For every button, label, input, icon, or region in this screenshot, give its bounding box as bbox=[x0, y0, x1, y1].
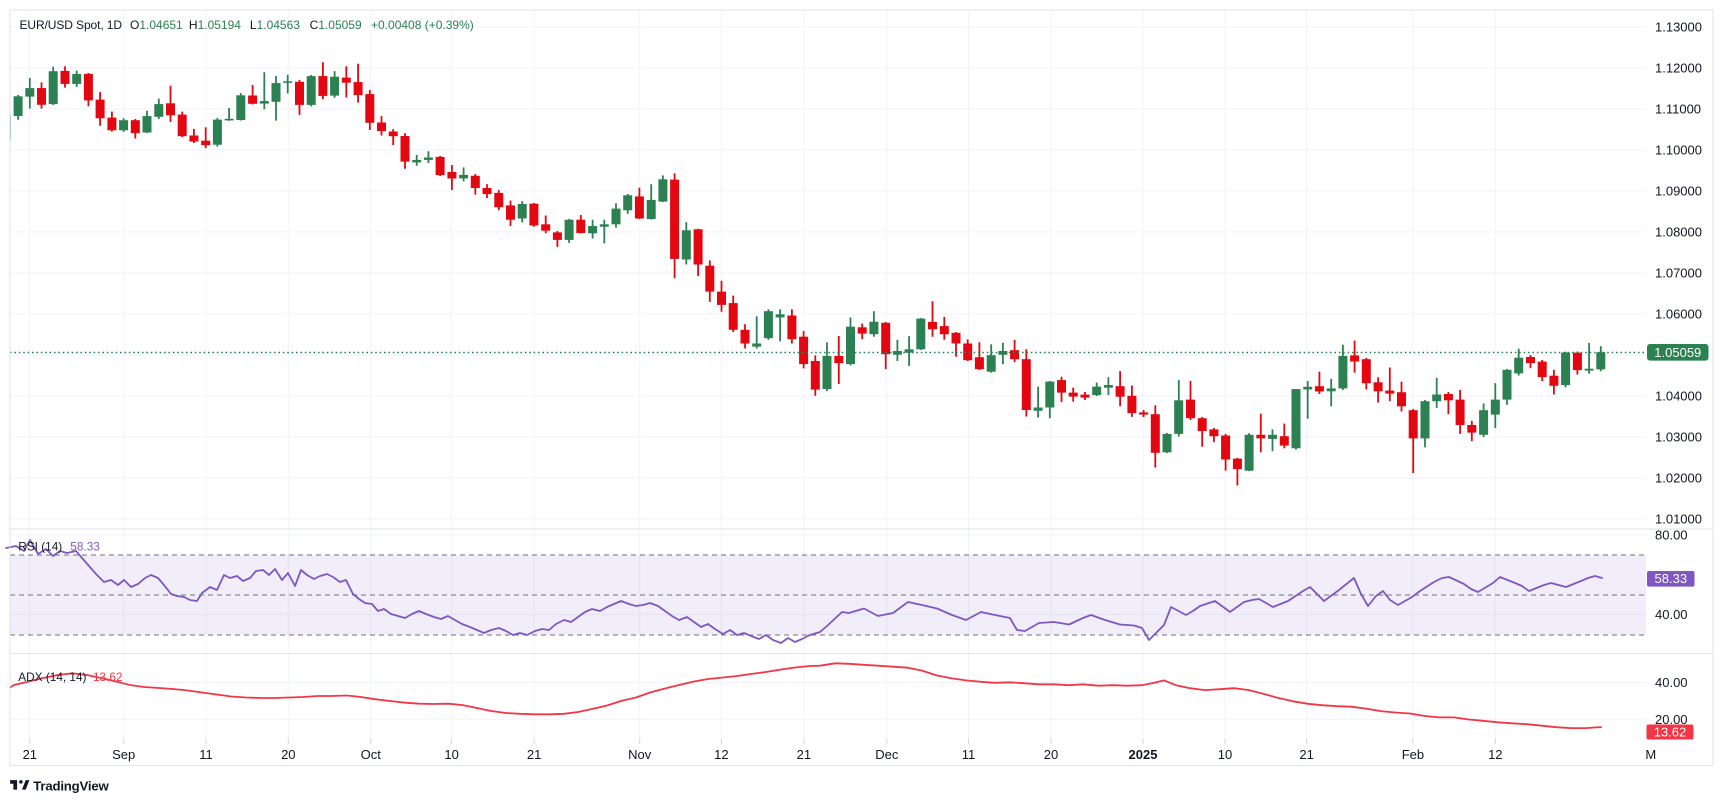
svg-text:2025: 2025 bbox=[1129, 747, 1158, 762]
svg-text:TradingView: TradingView bbox=[33, 778, 109, 793]
svg-text:20: 20 bbox=[281, 747, 295, 762]
svg-text:M: M bbox=[1645, 747, 1656, 762]
svg-text:L1.04563: L1.04563 bbox=[250, 18, 300, 32]
svg-text:21: 21 bbox=[23, 747, 37, 762]
svg-text:1.05059: 1.05059 bbox=[1654, 345, 1701, 360]
svg-text:58.33: 58.33 bbox=[70, 540, 100, 554]
svg-text:1.06000: 1.06000 bbox=[1655, 306, 1702, 321]
svg-text:1.07000: 1.07000 bbox=[1655, 265, 1702, 280]
svg-text:H1.05194: H1.05194 bbox=[189, 18, 241, 32]
svg-text:1.11000: 1.11000 bbox=[1655, 101, 1701, 116]
svg-text:RSI (14): RSI (14) bbox=[18, 540, 62, 554]
svg-text:21: 21 bbox=[527, 747, 541, 762]
svg-text:12: 12 bbox=[1488, 747, 1502, 762]
svg-text:1.08000: 1.08000 bbox=[1655, 224, 1702, 239]
svg-text:10: 10 bbox=[444, 747, 458, 762]
svg-text:13.62: 13.62 bbox=[93, 670, 123, 684]
svg-text:Nov: Nov bbox=[628, 747, 652, 762]
svg-text:80.00: 80.00 bbox=[1655, 527, 1688, 542]
svg-text:11: 11 bbox=[962, 747, 976, 762]
svg-text:EUR/USD Spot, 1D: EUR/USD Spot, 1D bbox=[20, 18, 123, 32]
svg-text:20: 20 bbox=[1044, 747, 1058, 762]
svg-text:1.03000: 1.03000 bbox=[1655, 429, 1702, 444]
svg-text:20.00: 20.00 bbox=[1655, 712, 1688, 727]
svg-text:O1.04651: O1.04651 bbox=[130, 18, 183, 32]
svg-text:1.10000: 1.10000 bbox=[1655, 142, 1702, 157]
svg-text:C1.05059: C1.05059 bbox=[310, 18, 362, 32]
svg-text:Feb: Feb bbox=[1402, 747, 1424, 762]
svg-text:1.04000: 1.04000 bbox=[1655, 388, 1702, 403]
svg-text:10: 10 bbox=[1218, 747, 1232, 762]
svg-text:58.33: 58.33 bbox=[1655, 571, 1688, 586]
svg-text:40.00: 40.00 bbox=[1655, 675, 1688, 690]
svg-text:Dec: Dec bbox=[875, 747, 899, 762]
svg-text:13.62: 13.62 bbox=[1654, 725, 1687, 740]
svg-text:21: 21 bbox=[1299, 747, 1313, 762]
svg-text:1.02000: 1.02000 bbox=[1655, 470, 1702, 485]
svg-text:ADX (14, 14): ADX (14, 14) bbox=[18, 670, 86, 684]
svg-text:1.12000: 1.12000 bbox=[1655, 60, 1702, 75]
svg-text:21: 21 bbox=[797, 747, 811, 762]
svg-text:12: 12 bbox=[714, 747, 728, 762]
svg-text:1.13000: 1.13000 bbox=[1655, 19, 1702, 34]
svg-text:+0.00408 (+0.39%): +0.00408 (+0.39%) bbox=[371, 18, 474, 32]
svg-text:40.00: 40.00 bbox=[1655, 607, 1688, 622]
svg-text:1.09000: 1.09000 bbox=[1655, 183, 1702, 198]
svg-text:11: 11 bbox=[199, 747, 213, 762]
svg-text:1.01000: 1.01000 bbox=[1655, 511, 1702, 526]
svg-text:Oct: Oct bbox=[361, 747, 382, 762]
svg-text:Sep: Sep bbox=[112, 747, 135, 762]
